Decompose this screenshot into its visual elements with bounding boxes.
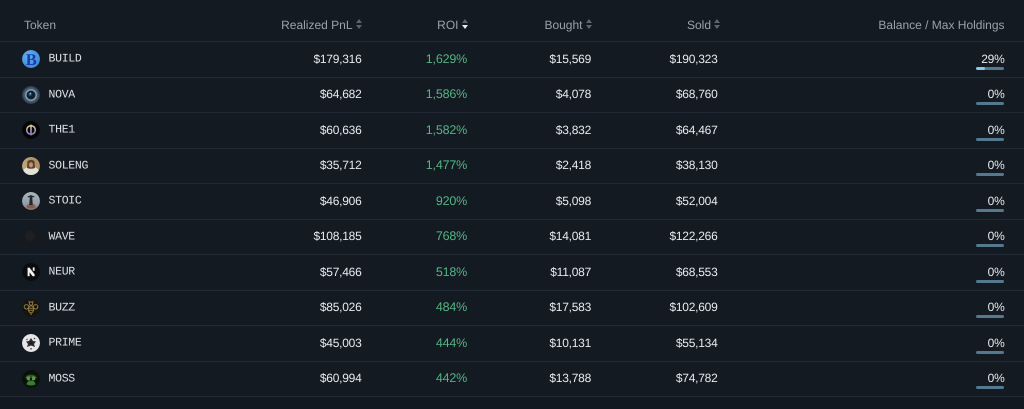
svg-text:B: B — [26, 50, 37, 68]
